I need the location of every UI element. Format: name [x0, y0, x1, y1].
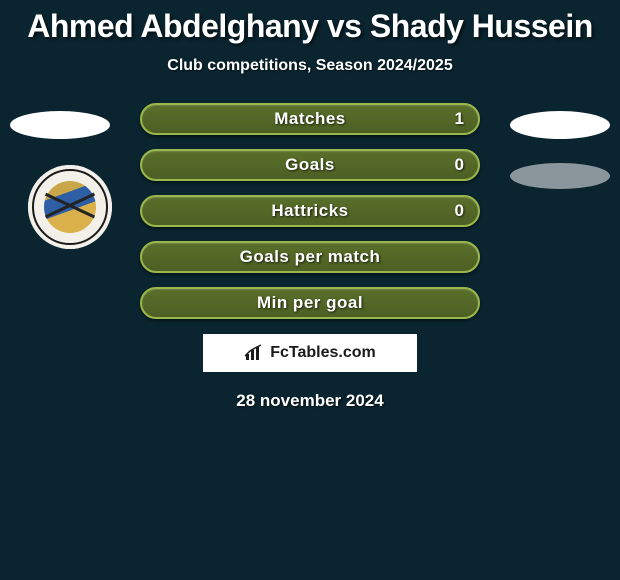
- player-right-placeholder-icon: [510, 111, 610, 139]
- stat-label: Min per goal: [142, 289, 478, 317]
- stat-row-goals: Goals 0: [140, 149, 480, 181]
- stat-value-right: 1: [455, 105, 464, 133]
- brand-card[interactable]: FcTables.com: [202, 333, 418, 373]
- stat-value-right: 0: [455, 151, 464, 179]
- chart-bars-icon: [244, 344, 266, 362]
- player-right-secondary-icon: [510, 163, 610, 189]
- stat-value-right: 0: [455, 197, 464, 225]
- comparison-title: Ahmed Abdelghany vs Shady Hussein: [0, 0, 620, 45]
- brand-text: FcTables.com: [270, 344, 376, 362]
- stat-row-min-per-goal: Min per goal: [140, 287, 480, 319]
- snapshot-date: 28 november 2024: [0, 391, 620, 411]
- stat-row-matches: Matches 1: [140, 103, 480, 135]
- stat-label: Matches: [142, 105, 478, 133]
- stat-label: Goals per match: [142, 243, 478, 271]
- stat-label: Goals: [142, 151, 478, 179]
- stat-label: Hattricks: [142, 197, 478, 225]
- stat-row-hattricks: Hattricks 0: [140, 195, 480, 227]
- comparison-subtitle: Club competitions, Season 2024/2025: [0, 57, 620, 75]
- stat-row-goals-per-match: Goals per match: [140, 241, 480, 273]
- player-left-placeholder-icon: [10, 111, 110, 139]
- comparison-stage: Matches 1 Goals 0 Hattricks 0 Goals per …: [0, 103, 620, 411]
- stats-bars: Matches 1 Goals 0 Hattricks 0 Goals per …: [140, 103, 480, 319]
- club-logo-icon: [28, 165, 112, 249]
